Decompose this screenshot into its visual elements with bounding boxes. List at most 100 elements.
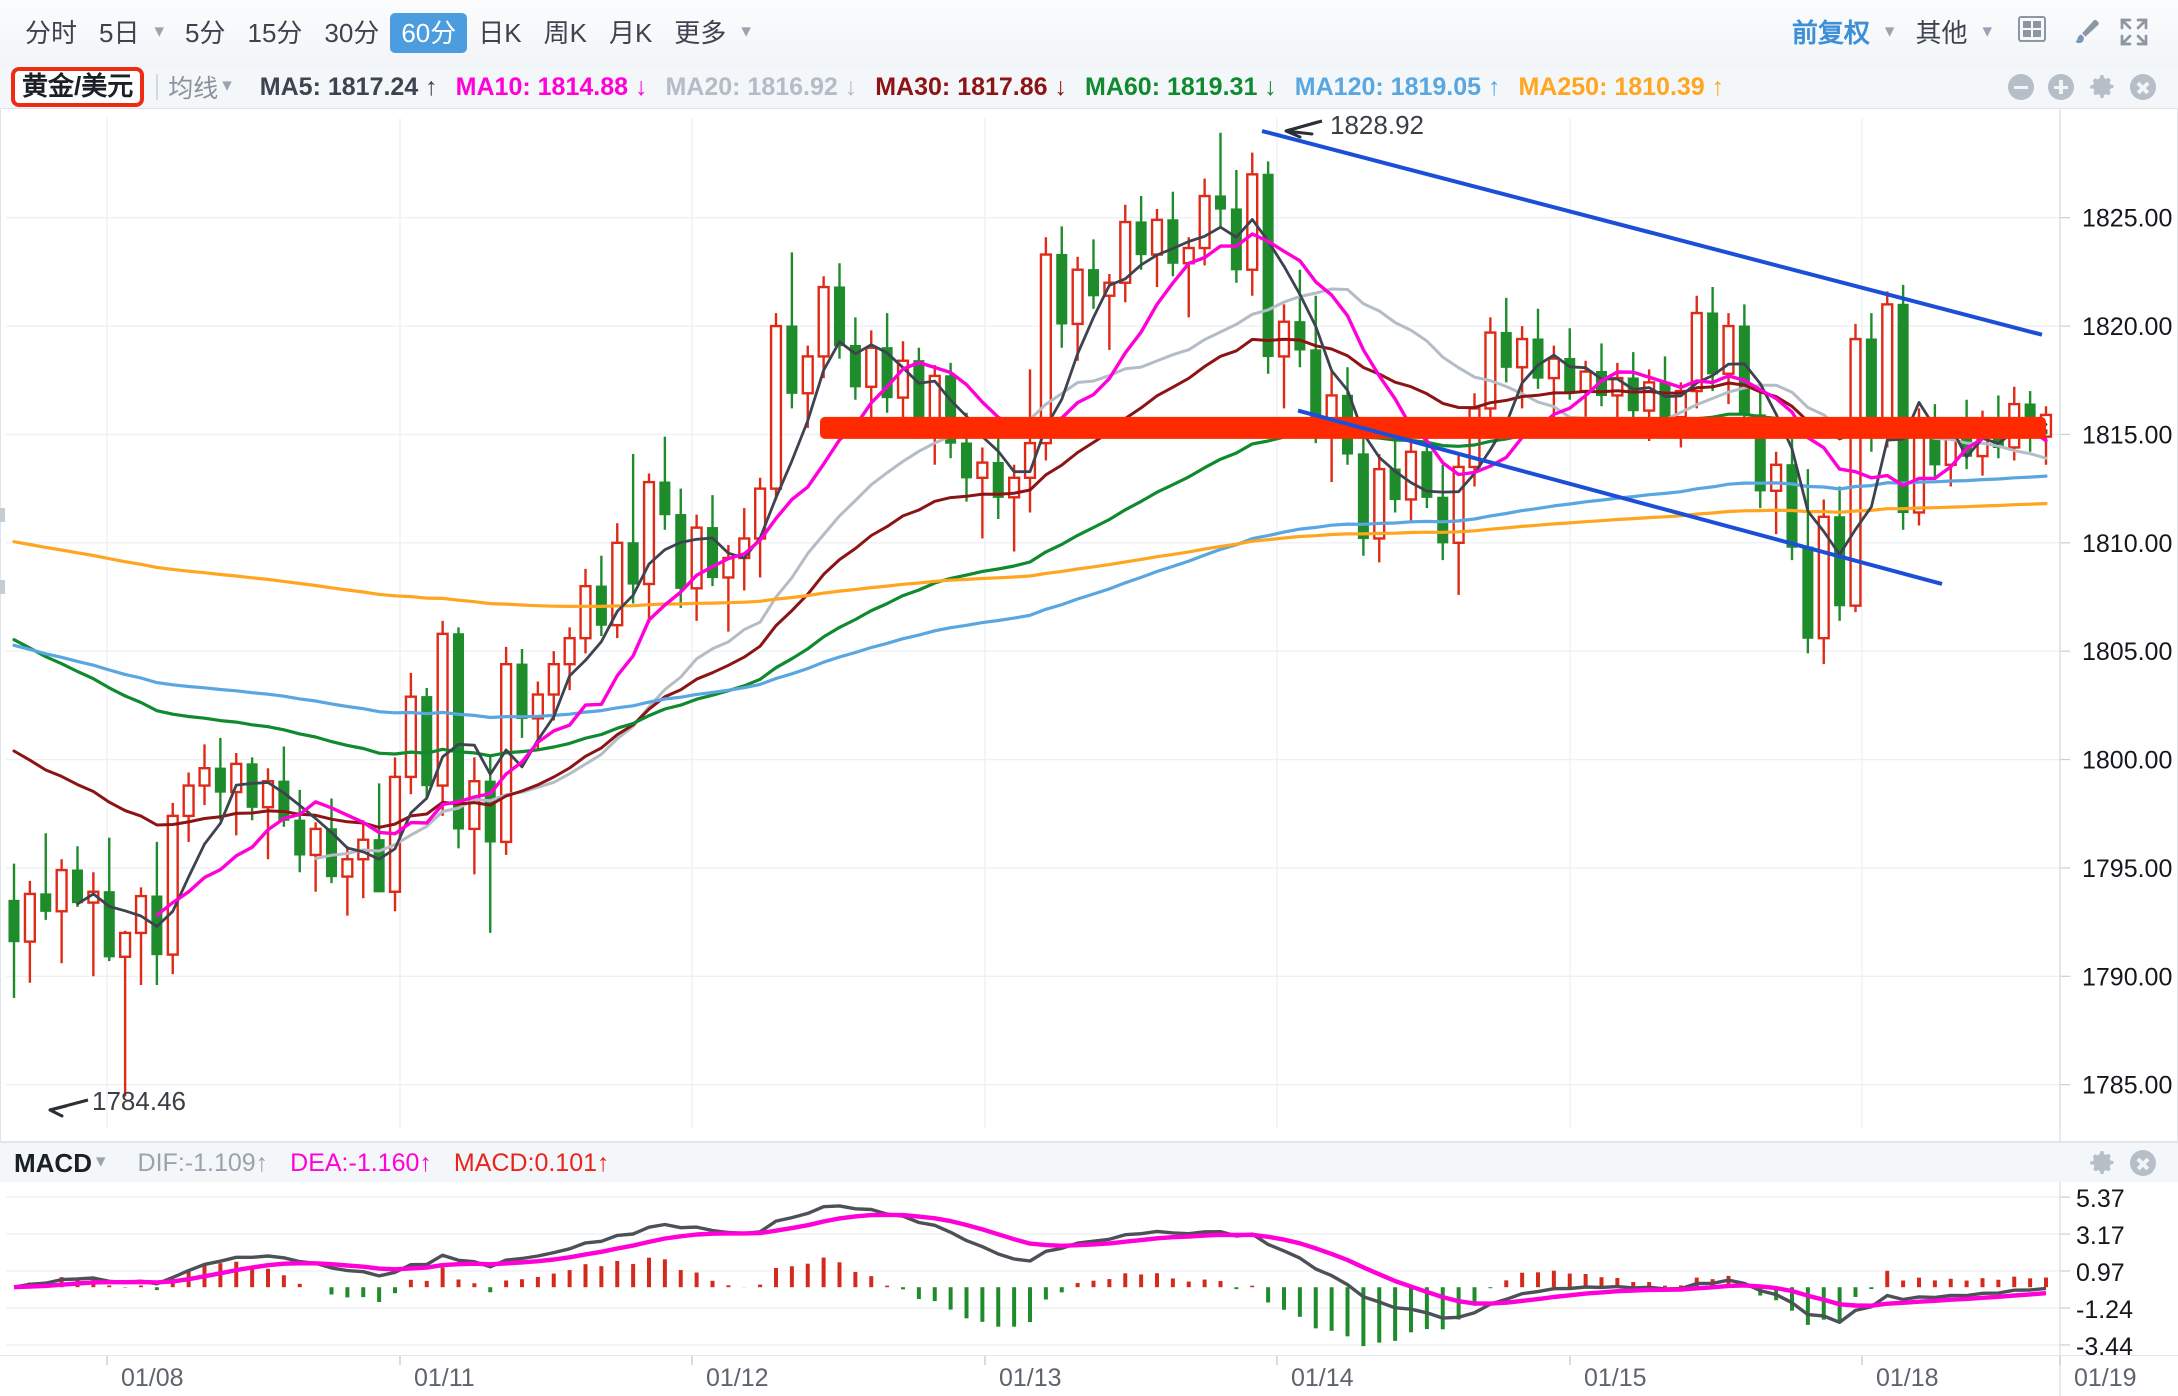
timeframe-15min[interactable]: 15分 (247, 18, 303, 48)
candle-body-up (23, 892, 36, 943)
candle-body-up (1150, 218, 1164, 256)
low-annotation: 1784.46 (48, 1086, 186, 1118)
candle-body-up (166, 814, 179, 956)
candle-body-down (294, 819, 306, 856)
adjust-forward[interactable]: 前复权 (1791, 18, 1870, 48)
candle-body-down (1135, 221, 1147, 256)
candle-body-down (913, 360, 925, 425)
candle-body-up (1643, 381, 1656, 412)
chevron-down-icon[interactable]: ▾ (154, 20, 165, 42)
x-axis: 01/08 01/11 01/12 01/13 01/14 01/15 01/18 01/19 (0, 1355, 2178, 1396)
support-level-band[interactable] (820, 416, 2046, 439)
timeframe-weekk[interactable]: 周K (543, 18, 587, 48)
candle-body-down (1897, 303, 1909, 514)
toolbar-right-group: 前复权 ▾ 其他 ▾ (1781, 13, 2178, 53)
candle-body-up (1722, 324, 1735, 375)
timeframe-monthk[interactable]: 月K (608, 18, 653, 48)
candle-body-up (55, 868, 68, 913)
timeframe-30min[interactable]: 30分 (324, 18, 380, 48)
candle-body-up (865, 346, 878, 388)
candle-body-up (611, 541, 624, 627)
indicator-controls (2008, 73, 2178, 101)
candle-body-up (1246, 173, 1259, 271)
macd-value-2: MACD:0.101↑ (453, 1148, 610, 1177)
ma-value-1: MA10: 1814.88 ↓ (455, 72, 648, 101)
high-annotation: 1828.92 (1284, 110, 1424, 140)
y-axis-label: 1815.00 (2082, 421, 2172, 449)
candle-body-down (1754, 414, 1766, 492)
candle-body-up (1103, 281, 1116, 297)
close-icon[interactable] (2130, 1150, 2156, 1176)
timeframe-60min[interactable]: 60分 (390, 13, 468, 53)
close-icon[interactable] (2130, 74, 2156, 100)
candle-body-down (452, 633, 465, 830)
plus-icon[interactable] (2048, 74, 2074, 100)
candle-body-down (1294, 321, 1306, 351)
x-axis-background (0, 1356, 2178, 1396)
candle-body-up (1579, 370, 1592, 393)
trend-channel (1261, 129, 2043, 586)
macd-title[interactable]: MACD (14, 1147, 92, 1178)
symbol-badge[interactable]: 黄金/美元 (11, 67, 145, 107)
candle-body-down (1230, 208, 1242, 271)
timeframe-5min[interactable]: 5分 (185, 18, 226, 48)
y-axis-label: 1785.00 (2082, 1072, 2172, 1100)
candle-body-down (675, 514, 687, 589)
y-axis-label: 1805.00 (2082, 638, 2172, 666)
channel-upper-line[interactable] (1261, 129, 2043, 337)
ma-menu-label[interactable]: 均线 (168, 75, 219, 103)
candle-body-up (1547, 357, 1560, 380)
y-axis-label: 1795.00 (2082, 855, 2172, 883)
candle-body-up (1484, 331, 1497, 410)
macd-chart-panel[interactable]: 5.37 3.17 0.97 -1.24 -3.44 (0, 1182, 2178, 1355)
x-axis-label: 01/13 (999, 1364, 1062, 1392)
ma-value-6: MA250: 1810.39 ↑ (1518, 72, 1725, 101)
candle-body-up (769, 324, 783, 490)
candle-body-down (325, 828, 338, 878)
y-axis-label: 1810.00 (2082, 530, 2172, 558)
candle-body-up (182, 784, 195, 818)
y-axis-label: 1825.00 (2082, 205, 2172, 233)
candle-body-down (373, 839, 385, 893)
gear-icon[interactable] (2088, 73, 2116, 101)
price-plot-frame (0, 108, 2178, 1142)
timeframe-fenshi[interactable]: 分时 (25, 18, 78, 48)
symbol-label: 黄金/美元 (22, 71, 134, 101)
brush-icon[interactable] (2068, 16, 2102, 50)
top-toolbar: 分时 5日 ▾ 5分 15分 30分 60分 日K 周K 月K 更多 ▾ 前复权 ▾ 其他 ▾ (0, 0, 2178, 67)
candle-body-down (1564, 357, 1576, 392)
candle-body-down (278, 780, 290, 821)
high-annotation-label: 1828.92 (1330, 110, 1424, 140)
arrow-icon (48, 1104, 68, 1118)
timeframe-more[interactable]: 更多 (674, 18, 727, 48)
grid-icon[interactable] (2018, 16, 2052, 50)
timeframe-dayk[interactable]: 日K (478, 18, 522, 48)
ma120-line (12, 474, 2048, 720)
chevron-down-icon[interactable]: ▾ (1884, 20, 1895, 42)
chevron-down-icon[interactable]: ▾ (96, 1150, 106, 1172)
fullscreen-icon[interactable] (2118, 16, 2152, 50)
low-annotation-label: 1784.46 (92, 1086, 186, 1116)
candle-body-up (468, 780, 481, 831)
candle-body-down (992, 462, 1004, 498)
candle-body-down (246, 763, 258, 808)
chevron-down-icon[interactable]: ▾ (1982, 20, 1992, 42)
candle-body-down (1834, 516, 1846, 607)
gear-icon[interactable] (2088, 1149, 2116, 1177)
divider (156, 74, 159, 100)
candle-body-up (404, 695, 417, 779)
ma-value-list: MA5: 1817.24 ↑ MA10: 1814.88 ↓ MA20: 1816.… (242, 73, 1724, 102)
candle-body-up (976, 461, 989, 479)
candle-body-up (1690, 311, 1703, 393)
minus-icon[interactable] (2008, 74, 2034, 100)
macd-y-axis-label: 3.17 (2076, 1222, 2125, 1250)
price-chart-panel[interactable]: 1825.00 1820.00 1815.00 1810.00 1805.00 1800.… (0, 108, 2178, 1142)
chevron-down-icon[interactable]: ▾ (222, 74, 232, 96)
ma30-line (12, 337, 2048, 829)
candle-body-up (1817, 515, 1830, 640)
chevron-down-icon[interactable]: ▾ (741, 20, 751, 42)
other-menu[interactable]: 其他 (1915, 18, 1968, 48)
candle-body-up (531, 693, 544, 720)
timeframe-5day[interactable]: 5日 (99, 18, 140, 48)
channel-lower-line[interactable] (1297, 408, 1943, 586)
